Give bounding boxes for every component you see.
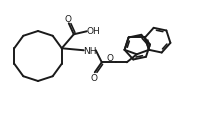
- Text: NH: NH: [83, 46, 97, 55]
- Text: OH: OH: [87, 27, 101, 35]
- Text: O: O: [64, 15, 71, 24]
- Text: O: O: [106, 53, 113, 62]
- Text: O: O: [90, 73, 97, 82]
